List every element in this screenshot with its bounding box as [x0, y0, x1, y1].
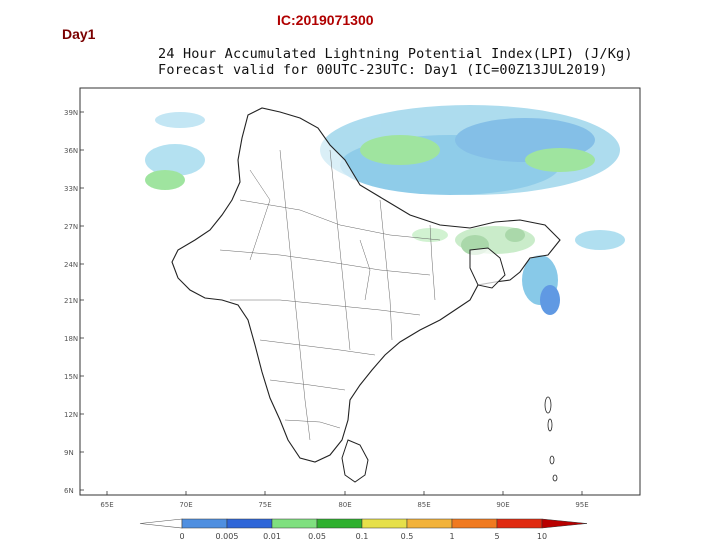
- latitude-tick-label: 21N: [64, 297, 78, 305]
- longitude-tick-label: 80E: [338, 501, 351, 509]
- longitude-tick-label: 85E: [417, 501, 430, 509]
- colorbar-label: 0.1: [355, 532, 369, 541]
- latitude-tick-label: 33N: [64, 185, 78, 193]
- colorbar-segment: [226, 518, 273, 529]
- longitude-tick-label: 95E: [575, 501, 588, 509]
- longitude-ticks: 65E 70E 75E 80E 85E 90E 95E: [100, 491, 589, 509]
- map-title-line-1: 24 Hour Accumulated Lightning Potential …: [158, 46, 633, 62]
- latitude-tick-label: 18N: [64, 335, 78, 343]
- longitude-tick-label: 65E: [100, 501, 113, 509]
- map-title: 24 Hour Accumulated Lightning Potential …: [158, 46, 633, 78]
- colorbar-segment: [451, 518, 498, 529]
- map-title-line-2: Forecast valid for 00UTC-23UTC: Day1 (IC…: [158, 62, 608, 78]
- longitude-tick-label: 90E: [496, 501, 509, 509]
- bangladesh-outline: [469, 247, 506, 289]
- colorbar-min-arrow: [139, 518, 183, 529]
- lpi-field-north: [145, 105, 620, 195]
- longitude-tick-label: 70E: [179, 501, 192, 509]
- latitude-tick-label: 36N: [64, 147, 78, 155]
- andaman-islands: [544, 396, 558, 482]
- latitude-ticks: 39N 36N 33N 27N 24N 21N 18N 15N 12N 9N 6N: [64, 109, 84, 495]
- colorbar-label: 10: [536, 532, 548, 541]
- longitude-tick-label: 75E: [258, 501, 271, 509]
- latitude-tick-label: 24N: [64, 261, 78, 269]
- colorbar: [139, 518, 588, 529]
- colorbar-label: 1: [449, 532, 455, 541]
- latitude-tick-label: 12N: [64, 411, 78, 419]
- day-label: Day1: [62, 26, 96, 42]
- district-boundaries: [219, 149, 441, 441]
- latitude-tick-label: 39N: [64, 109, 78, 117]
- latitude-tick-label: 9N: [64, 449, 74, 457]
- sri-lanka-outline: [341, 439, 369, 483]
- colorbar-label: 0.01: [263, 532, 281, 541]
- latitude-tick-label: 15N: [64, 373, 78, 381]
- colorbar-segment: [316, 518, 363, 529]
- colorbar-segment: [541, 518, 588, 529]
- initial-condition-label: IC:2019071300: [277, 12, 374, 28]
- colorbar-label: 0.05: [308, 532, 326, 541]
- colorbar-label: 5: [494, 532, 500, 541]
- colorbar-label: 0.005: [215, 532, 239, 541]
- colorbar-segment: [406, 518, 453, 529]
- latitude-tick-label: 27N: [64, 223, 78, 231]
- colorbar-segment: [271, 518, 318, 529]
- colorbar-segment: [361, 518, 408, 529]
- india-outline: [171, 107, 561, 463]
- colorbar-label: 0: [179, 532, 185, 541]
- colorbar-segment: [181, 518, 228, 529]
- colorbar-segment: [496, 518, 543, 529]
- latitude-tick-label: 6N: [64, 487, 74, 495]
- colorbar-label: 0.5: [400, 532, 414, 541]
